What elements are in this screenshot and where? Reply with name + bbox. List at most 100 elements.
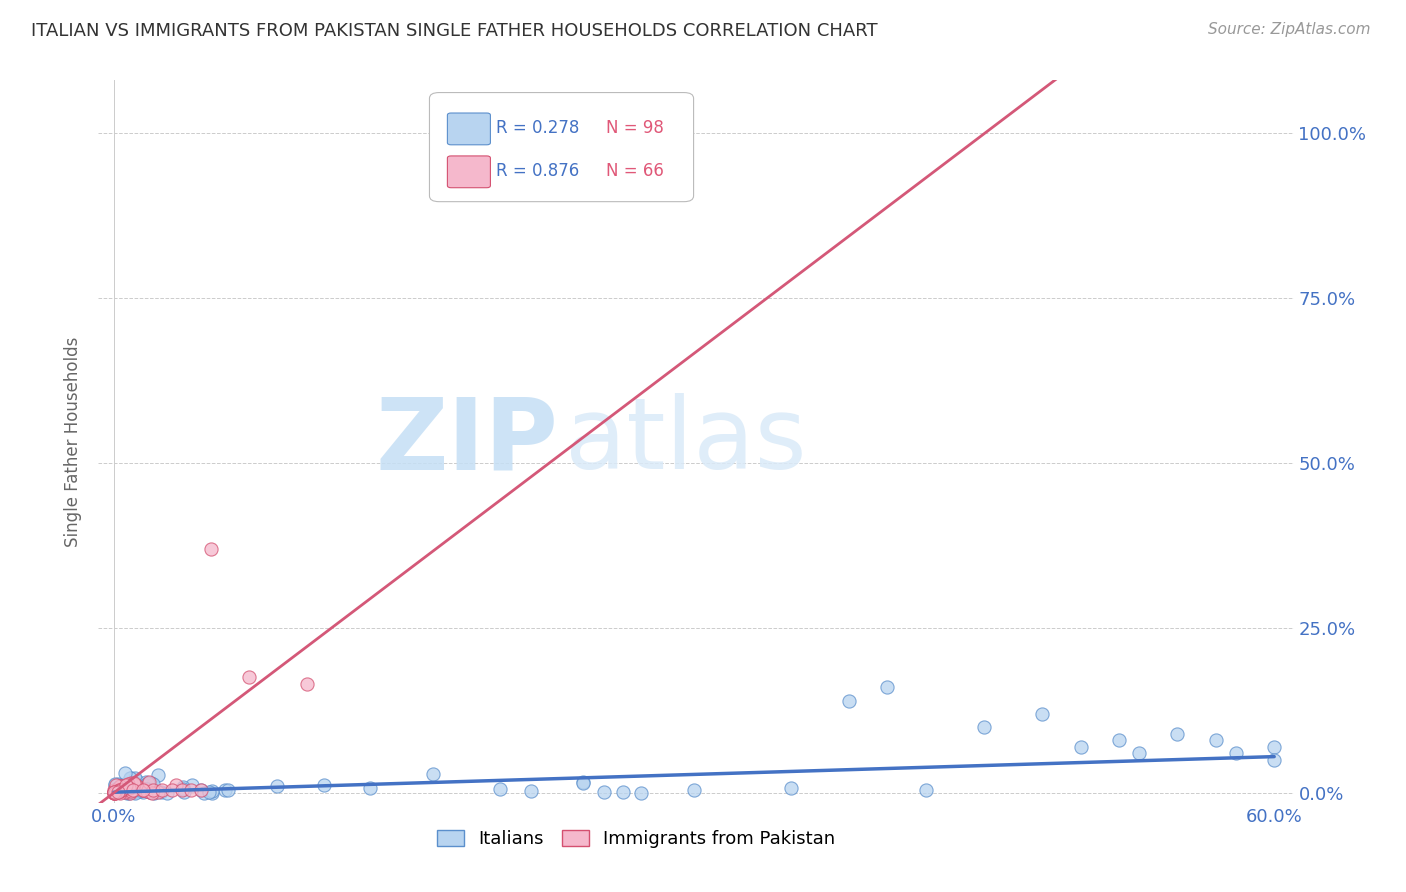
Point xyxy=(125,774,148,789)
Point xyxy=(145,783,167,797)
Point xyxy=(103,785,125,799)
Point xyxy=(112,780,135,795)
Point xyxy=(138,775,160,789)
Point xyxy=(110,783,132,797)
Point xyxy=(117,786,139,800)
Point xyxy=(121,785,143,799)
Point xyxy=(122,776,145,790)
Point xyxy=(105,784,128,798)
Point xyxy=(104,786,127,800)
Point xyxy=(138,775,160,789)
Point xyxy=(150,782,173,797)
Point xyxy=(108,780,131,794)
Point xyxy=(138,785,160,799)
Point xyxy=(111,784,134,798)
Point xyxy=(122,779,145,793)
Point xyxy=(238,670,260,684)
Point xyxy=(135,782,157,797)
Text: R = 0.876: R = 0.876 xyxy=(496,162,579,180)
Point xyxy=(1205,733,1227,747)
Point xyxy=(115,782,138,797)
Point xyxy=(571,775,593,789)
Point xyxy=(120,782,142,797)
Point xyxy=(190,782,212,797)
Point xyxy=(122,776,145,790)
Point xyxy=(104,784,127,798)
Point xyxy=(136,784,159,798)
Point xyxy=(110,782,132,797)
Point xyxy=(359,781,381,796)
Point xyxy=(201,786,224,800)
Point xyxy=(139,785,162,799)
Point xyxy=(110,783,132,797)
Point xyxy=(107,783,129,797)
Point xyxy=(125,779,148,793)
Point xyxy=(142,776,165,790)
Point xyxy=(110,783,132,797)
Point xyxy=(110,778,132,792)
Point xyxy=(108,782,131,797)
Point xyxy=(108,782,131,797)
Point xyxy=(117,777,139,791)
Point xyxy=(118,785,141,799)
Point xyxy=(107,784,129,798)
Point xyxy=(779,780,801,795)
Point xyxy=(141,786,163,800)
Point xyxy=(129,782,152,797)
Point xyxy=(170,782,193,797)
Point xyxy=(122,785,145,799)
Point xyxy=(132,782,155,797)
Text: ZIP: ZIP xyxy=(375,393,558,490)
Point xyxy=(124,780,146,795)
Point xyxy=(876,681,898,695)
Point xyxy=(104,783,127,797)
Point xyxy=(1070,739,1092,754)
Point xyxy=(148,784,170,798)
FancyBboxPatch shape xyxy=(447,156,491,187)
Point xyxy=(141,776,163,790)
Point xyxy=(173,785,195,799)
Y-axis label: Single Father Households: Single Father Households xyxy=(65,336,83,547)
Point xyxy=(121,783,143,797)
Point xyxy=(973,720,995,734)
Point xyxy=(114,783,136,797)
Point xyxy=(107,785,129,799)
Point xyxy=(180,782,202,797)
Point xyxy=(520,783,543,797)
FancyBboxPatch shape xyxy=(429,93,693,202)
Point xyxy=(193,786,215,800)
Text: Source: ZipAtlas.com: Source: ZipAtlas.com xyxy=(1208,22,1371,37)
Point xyxy=(111,782,134,797)
Point xyxy=(103,786,125,800)
Point xyxy=(114,777,136,791)
Point xyxy=(124,771,146,785)
Point xyxy=(121,784,143,798)
Point xyxy=(172,780,194,794)
Point xyxy=(118,771,141,785)
Point xyxy=(266,779,288,793)
Point xyxy=(160,782,183,797)
Point xyxy=(129,780,152,795)
Point xyxy=(198,785,221,799)
Point xyxy=(105,781,128,796)
Point xyxy=(612,785,634,799)
Point xyxy=(105,778,128,792)
Point xyxy=(103,785,125,799)
Point xyxy=(107,780,129,794)
Point xyxy=(218,783,240,797)
Point xyxy=(132,784,155,798)
Point xyxy=(107,782,129,797)
Point xyxy=(135,775,157,789)
Point xyxy=(104,782,127,797)
Point xyxy=(180,778,202,792)
Point xyxy=(104,777,127,791)
Point xyxy=(120,784,142,798)
Point xyxy=(111,782,134,797)
Point xyxy=(120,779,142,793)
Point xyxy=(108,786,131,800)
Point xyxy=(915,782,938,797)
Text: R = 0.278: R = 0.278 xyxy=(496,120,579,137)
Point xyxy=(1108,733,1130,747)
Point xyxy=(200,541,222,556)
Point xyxy=(110,780,132,794)
